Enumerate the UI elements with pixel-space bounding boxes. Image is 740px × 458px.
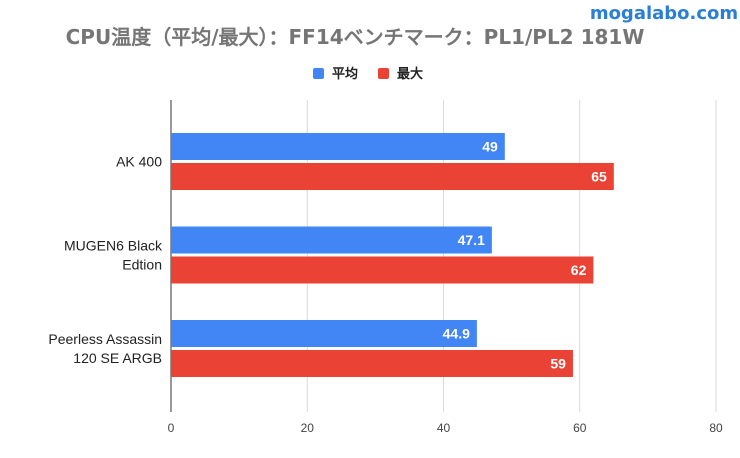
bar-max: [171, 350, 573, 377]
x-tick-label: 80: [709, 421, 723, 435]
legend-swatch-1: [313, 68, 324, 79]
legend-label-1: 平均: [332, 66, 358, 82]
bar-max: [171, 163, 614, 190]
data-label: 65: [591, 169, 607, 185]
watermark: mogalabo.com: [590, 3, 738, 24]
x-tick-label: 40: [437, 421, 451, 435]
category-label: MUGEN6 Black Edtion: [64, 238, 163, 273]
chart-title: CPU温度（平均/最大）：FF14ベンチマーク：PL1/PL2 181W: [66, 25, 645, 49]
x-tick-label: 0: [168, 421, 175, 435]
data-label: 44.9: [443, 326, 470, 342]
data-label: 59: [550, 356, 566, 372]
x-tick-label: 20: [301, 421, 315, 435]
data-label: 49: [482, 139, 498, 155]
bar-max: [171, 256, 594, 284]
bar-avg: [171, 320, 477, 347]
x-tick-labels: 0 20 40 60 80: [168, 421, 723, 435]
data-label: 62: [571, 262, 587, 278]
legend-swatch-2: [378, 68, 389, 79]
category-label: Peerless Assassin 120 SE ARGB: [48, 331, 162, 366]
legend: 平均 最大: [313, 66, 423, 82]
data-label: 47.1: [458, 232, 485, 248]
legend-label-2: 最大: [397, 66, 423, 82]
category-label: AK 400: [116, 154, 162, 170]
bars: 49 65 47.1 62 44.9 59: [171, 133, 614, 377]
bar-avg: [171, 226, 492, 254]
category-labels: AK 400 MUGEN6 Black Edtion Peerless Assassi…: [48, 154, 163, 367]
x-tick-label: 60: [573, 421, 587, 435]
bar-avg: [171, 133, 505, 160]
